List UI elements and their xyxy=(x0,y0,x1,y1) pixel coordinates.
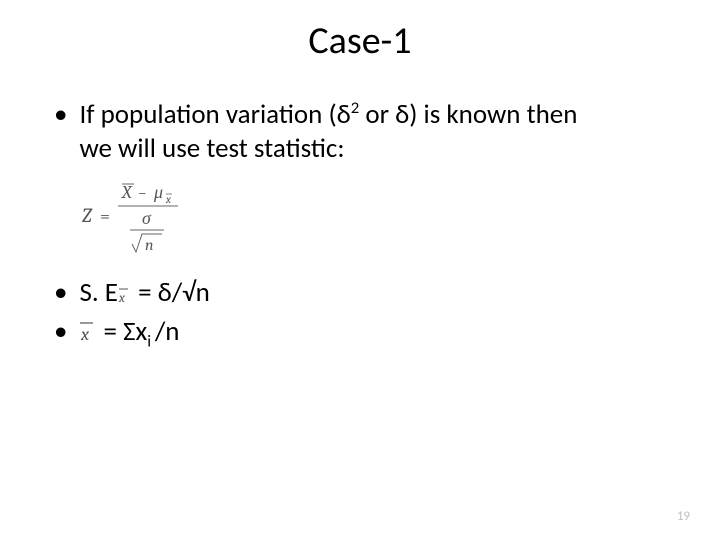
formula-equals: = xyxy=(100,206,110,227)
bullet-3-after-sub: /n xyxy=(155,315,180,348)
bullet-dot: • xyxy=(54,315,67,349)
bullet-3: • x = Σxi /n xyxy=(54,315,660,352)
bullet-dot: • xyxy=(54,276,67,310)
formula-mu: μ xyxy=(153,182,163,203)
formula-mu-sub: x xyxy=(165,193,171,206)
bullet-2: • S. Ex = δ/√n xyxy=(54,276,660,313)
bullet-2-prefix: S. E xyxy=(79,276,118,309)
bullet-1-part1: If population variation (δ xyxy=(79,98,350,131)
bullet-1-text: If population variation (δ2 or δ) is kno… xyxy=(79,98,577,166)
bullet-dot: • xyxy=(54,98,67,132)
bullet-3-xbar: x xyxy=(79,318,97,352)
bullet-1-part2: or δ) is known then xyxy=(359,98,577,131)
bullet-1-superscript: 2 xyxy=(351,98,359,118)
formula-n: n xyxy=(145,236,154,254)
formula-z: Z xyxy=(82,204,93,227)
bullet-2-xbar-sub: x xyxy=(118,279,132,313)
svg-text:x: x xyxy=(118,291,125,304)
bullet-1: • If population variation (δ2 or δ) is k… xyxy=(54,98,660,166)
slide: Case-1 • If population variation (δ2 or … xyxy=(0,0,720,540)
formula-sigma: σ xyxy=(142,208,152,229)
slide-title: Case-1 xyxy=(0,18,720,64)
formula-svg: Z = X − μ x σ n xyxy=(80,180,200,256)
bullet-3-subscript: i xyxy=(147,331,155,351)
formula-xbar: X xyxy=(121,182,133,203)
formula-minus: − xyxy=(138,184,147,202)
bullet-1-line2: we will use test statistic: xyxy=(79,132,344,165)
bullet-2-text: S. Ex = δ/√n xyxy=(79,276,209,313)
bullet-3-suffix: = Σx xyxy=(97,315,147,348)
bullet-2-suffix: = δ/√n xyxy=(132,276,210,309)
z-formula: Z = X − μ x σ n xyxy=(54,180,660,256)
sub-bullets: • S. Ex = δ/√n • x = Σxi /n xyxy=(54,276,660,352)
page-number: 19 xyxy=(677,509,690,524)
content-area: • If population variation (δ2 or δ) is k… xyxy=(0,98,720,352)
bullet-3-text: x = Σxi /n xyxy=(79,315,179,352)
svg-text:x: x xyxy=(80,324,90,343)
